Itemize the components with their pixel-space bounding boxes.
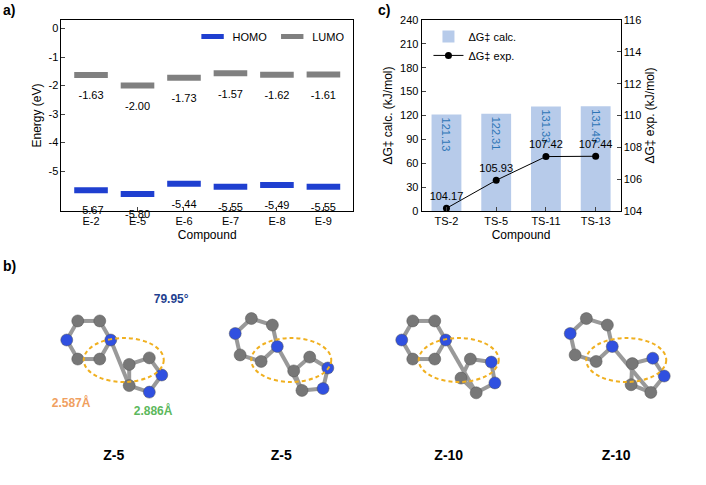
svg-text:Z-10: Z-10 (434, 447, 463, 463)
svg-text:E-7: E-7 (222, 215, 239, 227)
svg-text:104: 104 (624, 205, 642, 217)
svg-text:150: 150 (400, 85, 418, 97)
svg-text:-1.57: -1.57 (218, 88, 243, 100)
svg-text:108: 108 (624, 141, 642, 153)
svg-text:Energy (eV): Energy (eV) (30, 83, 44, 147)
svg-text:114: 114 (624, 46, 642, 58)
svg-text:ΔG‡ calc.: ΔG‡ calc. (468, 31, 516, 43)
svg-text:90: 90 (406, 133, 418, 145)
svg-text:LUMO: LUMO (312, 31, 344, 43)
svg-text:Compound: Compound (492, 228, 551, 242)
svg-text:HOMO: HOMO (233, 31, 268, 43)
svg-text:TS-11: TS-11 (531, 215, 560, 227)
svg-text:107.42: 107.42 (529, 138, 563, 150)
svg-text:-5.55: -5.55 (218, 201, 243, 213)
svg-text:131.33: 131.33 (540, 109, 552, 143)
svg-text:240: 240 (400, 14, 418, 26)
svg-text:ΔG‡ exp. (kJ/mol): ΔG‡ exp. (kJ/mol) (643, 67, 657, 163)
svg-text:105.93: 105.93 (479, 162, 513, 174)
svg-text:E-6: E-6 (175, 215, 192, 227)
svg-text:-1: -1 (48, 51, 58, 63)
svg-text:-2: -2 (48, 79, 58, 91)
svg-text:Z-5: Z-5 (103, 447, 124, 463)
svg-text:0: 0 (412, 205, 418, 217)
svg-text:E-8: E-8 (268, 215, 285, 227)
svg-text:-5.44: -5.44 (171, 198, 196, 210)
svg-text:TS-2: TS-2 (435, 215, 459, 227)
html-text:b): b) (3, 258, 17, 274)
svg-text:30: 30 (406, 181, 418, 193)
svg-text:-5.80: -5.80 (125, 208, 150, 220)
svg-text:106: 106 (624, 173, 642, 185)
svg-text:210: 210 (400, 38, 418, 50)
svg-text:131.49: 131.49 (590, 109, 602, 143)
svg-text:-1.73: -1.73 (171, 92, 196, 104)
svg-text:-5.55: -5.55 (311, 201, 336, 213)
svg-text:ΔG‡ calc. (kJ/mol): ΔG‡ calc. (kJ/mol) (381, 66, 395, 164)
svg-text:121.13: 121.13 (440, 118, 452, 152)
svg-text:-5.67: -5.67 (78, 204, 103, 216)
svg-text:E-2: E-2 (82, 215, 99, 227)
svg-text:Z-10: Z-10 (602, 447, 631, 463)
svg-text:2.886Å: 2.886Å (134, 403, 173, 418)
svg-text:-1.61: -1.61 (311, 89, 336, 101)
svg-text:TS-5: TS-5 (484, 215, 508, 227)
svg-text:TS-13: TS-13 (581, 215, 611, 227)
svg-text:79.95°: 79.95° (154, 292, 189, 306)
html-text:c): c) (378, 2, 391, 18)
svg-text:-2.00: -2.00 (125, 100, 150, 112)
html-text:a): a) (3, 2, 16, 18)
svg-text:112: 112 (624, 78, 642, 90)
svg-text:-4: -4 (48, 136, 58, 148)
svg-text:-5: -5 (48, 165, 58, 177)
svg-text:0: 0 (52, 22, 58, 34)
svg-text:122.31: 122.31 (490, 117, 502, 151)
svg-text:104.17: 104.17 (430, 190, 464, 202)
svg-text:ΔG‡ exp.: ΔG‡ exp. (468, 50, 514, 62)
svg-text:107.44: 107.44 (579, 138, 613, 150)
svg-text:-3: -3 (48, 108, 58, 120)
svg-text:Z-5: Z-5 (271, 447, 292, 463)
svg-text:110: 110 (624, 109, 642, 121)
svg-text:-5.49: -5.49 (264, 199, 289, 211)
svg-text:-1.63: -1.63 (78, 89, 103, 101)
svg-text:180: 180 (400, 62, 418, 74)
svg-text:E-9: E-9 (315, 215, 332, 227)
svg-text:116: 116 (624, 14, 642, 26)
svg-text:60: 60 (406, 157, 418, 169)
svg-text:-1.62: -1.62 (264, 89, 289, 101)
svg-text:120: 120 (400, 109, 418, 121)
svg-text:Compound: Compound (178, 228, 237, 242)
svg-text:2.587Å: 2.587Å (52, 395, 91, 410)
svg-text:E-5: E-5 (129, 215, 146, 227)
